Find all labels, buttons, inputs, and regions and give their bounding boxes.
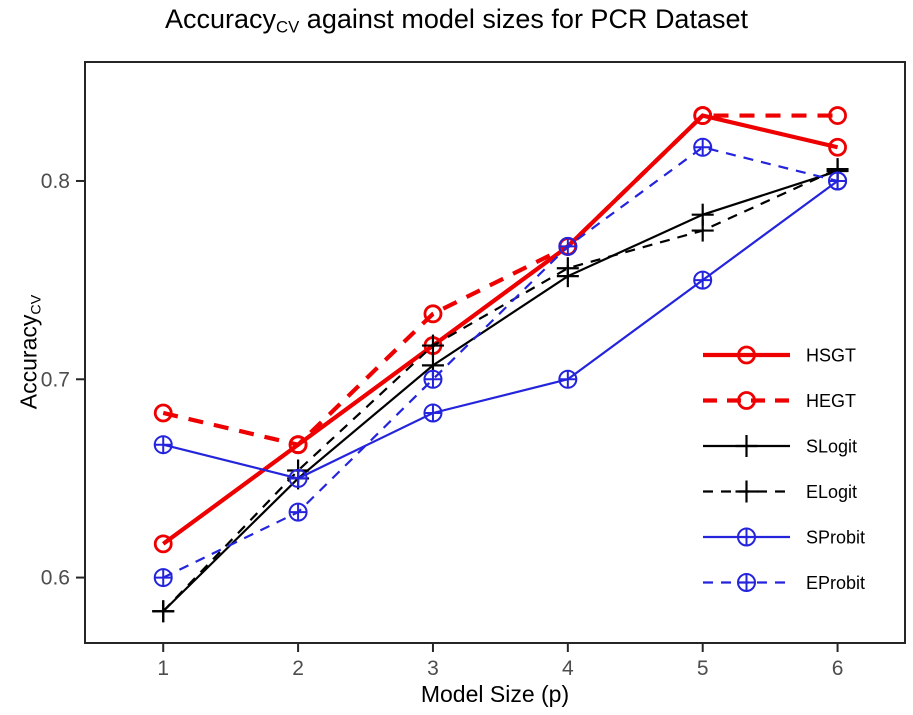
legend-item-SLogit: SLogit: [703, 435, 857, 457]
chart-title-rest: against model sizes for PCR Dataset: [299, 4, 748, 34]
chart-title: AccuracyCV against model sizes for PCR D…: [0, 4, 913, 38]
legend-label-HSGT: HSGT: [806, 346, 856, 366]
legend-item-SProbit: SProbit: [703, 527, 865, 548]
y-tick-label: 0.6: [41, 567, 70, 590]
y-axis-label-subscript: CV: [28, 294, 45, 315]
x-tick-label: 1: [157, 657, 169, 680]
circle-marker: [737, 391, 756, 410]
y-axis-label-main: Accuracy: [15, 314, 42, 410]
circle-marker: [828, 137, 847, 157]
legend-item-HSGT: HSGT: [703, 346, 856, 366]
series-markers-HSGT: [153, 106, 847, 554]
legend-item-HEGT: HEGT: [703, 391, 856, 411]
series-line-ELogit: [162, 168, 839, 613]
circle-marker: [423, 304, 443, 324]
series-markers-EProbit: [153, 137, 848, 588]
x-tick-label: 6: [832, 657, 844, 680]
series-line-HEGT: [162, 113, 838, 448]
series-markers-ELogit: [152, 158, 849, 623]
legend-item-ELogit: ELogit: [703, 480, 857, 503]
series-line-HSGT: [161, 113, 839, 546]
legend-label-ELogit: ELogit: [806, 482, 857, 502]
chart-title-subscript: CV: [276, 17, 300, 37]
circle-marker: [737, 345, 756, 365]
x-tick-label: 4: [562, 657, 574, 680]
plot-box: [84, 61, 906, 644]
x-tick-label: 5: [697, 657, 709, 680]
legend-label-SProbit: SProbit: [806, 528, 865, 548]
x-tick-label: 2: [292, 657, 304, 680]
circle-marker: [828, 106, 847, 125]
series-line-SProbit: [162, 180, 839, 480]
legend-label-SLogit: SLogit: [806, 437, 857, 457]
series-markers-SLogit: [152, 160, 849, 623]
legend-label-HEGT: HEGT: [806, 391, 856, 411]
circle-marker: [693, 106, 713, 125]
legend-label-EProbit: EProbit: [806, 573, 865, 593]
y-axis-label: AccuracyCV: [16, 295, 45, 409]
chart-title-main: Accuracy: [165, 4, 277, 34]
series-markers-SProbit: [153, 171, 848, 488]
circle-marker: [153, 403, 173, 423]
circle-marker: [153, 534, 173, 554]
x-tick-label: 3: [427, 657, 439, 680]
circle-marker: [288, 435, 308, 455]
series-line-SLogit: [162, 170, 838, 613]
y-tick-label: 0.7: [41, 368, 70, 391]
y-tick-label: 0.8: [41, 170, 70, 193]
legend-item-EProbit: EProbit: [703, 573, 865, 593]
series-line-EProbit: [162, 146, 838, 579]
x-axis-label: Model Size (p): [420, 681, 570, 707]
